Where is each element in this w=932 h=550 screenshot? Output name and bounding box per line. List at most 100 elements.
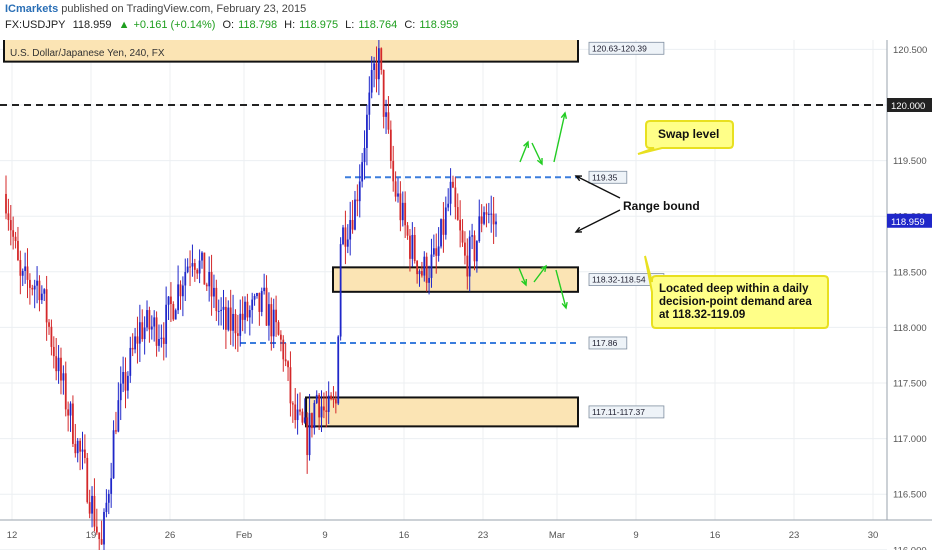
candle-body: [344, 227, 347, 247]
zone-label: 117.11-117.37: [592, 407, 645, 417]
price-chart[interactable]: 116.000 116.500 117.000 117.500 118.000 118.5…: [0, 40, 932, 550]
candle-body: [444, 207, 447, 235]
swap-level-callout: [637, 120, 734, 155]
candle-body: [291, 403, 294, 405]
candle-body: [490, 213, 493, 215]
candle-body: [485, 212, 488, 215]
price-tick-label: 118.500: [893, 267, 927, 278]
green-arrow: [531, 142, 543, 165]
candle-body: [356, 199, 359, 202]
candle-body: [122, 371, 125, 384]
candle-body: [208, 271, 211, 287]
candle-body: [172, 304, 175, 320]
candle-body: [471, 235, 473, 237]
price-tick-label: 117.500: [893, 379, 927, 390]
time-tick-label: 26: [165, 530, 176, 541]
candle-body: [136, 336, 139, 344]
green-arrow: [553, 112, 566, 163]
candle-body: [459, 219, 462, 231]
price-tick-label: 117.000: [893, 434, 927, 445]
candle-body: [428, 277, 430, 283]
candle-body: [193, 263, 196, 270]
candle-body: [456, 207, 459, 220]
time-axis[interactable]: 12 19 26 Feb 9 16 23 Mar 9 16 23 30: [7, 530, 879, 541]
candle-body: [373, 63, 375, 71]
candle-body: [382, 69, 385, 117]
candle-body: [215, 287, 218, 312]
candle-body: [93, 495, 96, 527]
candle-body: [294, 404, 297, 421]
high-label: H:: [284, 19, 296, 31]
candle-body: [227, 307, 230, 330]
candle-body: [198, 260, 201, 274]
zone-price-tag: [588, 405, 665, 419]
candle-body: [401, 202, 404, 221]
range-arrow-head: [574, 175, 583, 182]
close-label: C:: [404, 19, 416, 31]
green-arrow-head: [560, 111, 568, 120]
range-arrow: [575, 209, 621, 233]
candle-body: [165, 304, 168, 344]
symbol-label: FX:USDJPY: [5, 19, 66, 31]
candle-body: [179, 284, 182, 297]
candle-body: [387, 112, 390, 130]
candle-body: [399, 193, 402, 221]
candle-body: [100, 539, 103, 545]
candle-body: [184, 272, 187, 286]
candle-body: [492, 213, 495, 225]
candle-body: [186, 266, 189, 273]
candle-body: [332, 399, 335, 401]
candle-body: [337, 336, 340, 404]
candle-body: [83, 449, 86, 458]
publisher-link[interactable]: ICmarkets: [5, 3, 59, 15]
candle-body: [437, 246, 440, 256]
publisher-line: ICmarkets published on TradingView.com, …: [5, 3, 306, 15]
candle-body: [315, 394, 318, 403]
candle-body: [461, 230, 464, 243]
candle-body: [14, 236, 17, 241]
candle-body: [442, 219, 445, 235]
candle-body: [464, 242, 466, 256]
demand-area-text: decision-point demand area: [659, 296, 812, 308]
time-tick-label: 12: [7, 530, 18, 541]
candle-body: [91, 495, 93, 514]
candle-body: [181, 285, 184, 297]
candle-body: [36, 280, 38, 286]
candle-body: [370, 70, 373, 93]
candle-body: [327, 395, 330, 412]
candle-body: [334, 399, 337, 404]
candle-body: [480, 216, 483, 224]
candle-body: [26, 266, 29, 280]
candle-body: [205, 284, 208, 287]
candle-body: [418, 271, 421, 275]
candle-body: [282, 339, 285, 360]
candle-body: [397, 193, 399, 197]
candle-body: [425, 256, 428, 283]
candle-body: [95, 526, 98, 533]
price-tick-label: 118.000: [893, 323, 927, 334]
candle-body: [296, 409, 299, 421]
zone-box: [3, 40, 579, 63]
time-tick-label: Mar: [549, 530, 565, 541]
open-label: O:: [222, 19, 235, 31]
candle-body: [189, 266, 191, 268]
candle-body: [57, 357, 60, 372]
candle-body: [366, 114, 368, 148]
time-tick-label: 23: [478, 530, 489, 541]
candle-body: [303, 417, 306, 423]
candle-body: [435, 248, 438, 256]
candle-body: [160, 337, 163, 339]
candle-body: [124, 371, 127, 391]
price-axis[interactable]: 116.000 116.500 117.000 117.500 118.000 118.5…: [887, 45, 932, 550]
candle-body: [318, 394, 321, 418]
candle-body: [217, 310, 220, 312]
candle-body: [251, 299, 254, 311]
candle-body: [220, 309, 223, 311]
candle-body: [21, 270, 24, 276]
level-120-tag: [887, 98, 932, 112]
candle-body: [88, 502, 91, 514]
candle-body: [196, 269, 199, 274]
candle-body: [131, 347, 134, 350]
candle-body: [375, 63, 378, 80]
candle-body: [48, 322, 50, 327]
